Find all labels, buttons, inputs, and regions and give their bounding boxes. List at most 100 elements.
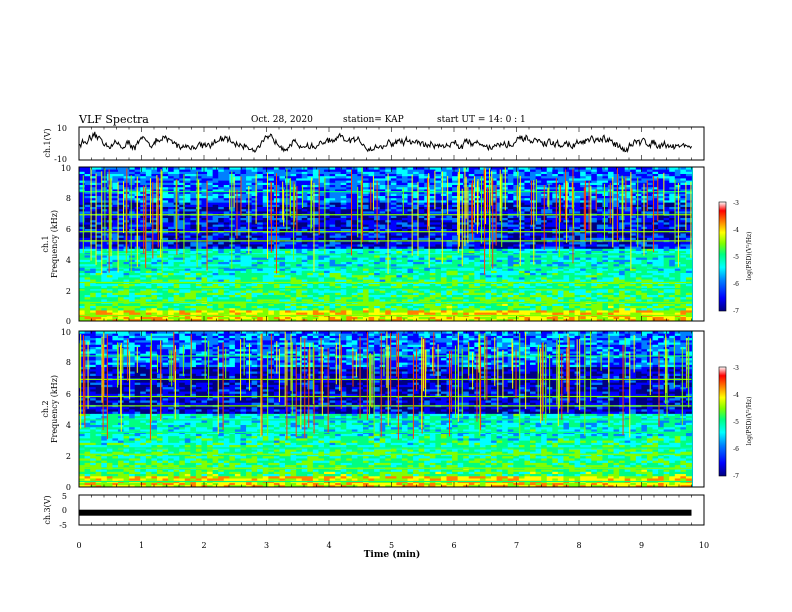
heatmap-cell [413, 290, 420, 293]
heatmap-cell [329, 303, 336, 306]
heatmap-cell [624, 312, 631, 315]
heatmap-cell [379, 316, 386, 320]
heatmap-cell [129, 312, 136, 315]
heatmap-cell [563, 283, 570, 287]
heatmap-cell [596, 310, 603, 313]
heatmap-cell [463, 272, 470, 276]
heatmap-cell [491, 283, 498, 287]
heatmap-cell [429, 299, 436, 302]
heatmap-cell [619, 290, 626, 293]
heatmap-cell [530, 296, 536, 300]
heatmap-cell [607, 288, 614, 291]
heatmap-cell [491, 305, 498, 309]
heatmap-cell [201, 305, 208, 309]
heatmap-cell [279, 279, 286, 282]
heatmap-cell [557, 292, 564, 295]
heatmap-cell [290, 318, 297, 322]
heatmap-cell [368, 270, 375, 273]
heatmap-cell [463, 310, 470, 313]
heatmap-cell [362, 303, 369, 306]
heatmap-cell [446, 272, 453, 276]
heatmap-cell [507, 274, 514, 278]
heatmap-cell [574, 288, 581, 291]
heatmap-cell [680, 288, 687, 291]
heatmap-cell [212, 310, 219, 313]
heatmap-cell [335, 318, 342, 322]
heatmap-cell [307, 257, 314, 260]
heatmap-cell [685, 263, 692, 267]
heatmap-cell [329, 294, 336, 298]
heatmap-cell [329, 259, 336, 262]
heatmap-cell [669, 290, 676, 293]
heatmap-cell [168, 285, 175, 289]
heatmap-cell [301, 290, 308, 293]
heatmap-cell [179, 285, 186, 289]
heatmap-cell [585, 316, 592, 320]
heatmap-cell [435, 259, 442, 262]
heatmap-cell [468, 272, 475, 276]
heatmap-cell [507, 292, 514, 295]
heatmap-cell [346, 310, 353, 313]
heatmap-cell [552, 288, 559, 291]
heatmap-cell [602, 296, 609, 300]
heatmap-cell [218, 296, 225, 300]
heatmap-cell [446, 274, 453, 278]
heatmap-cell [641, 259, 648, 262]
heatmap-cell [117, 268, 124, 271]
heatmap-cell [641, 299, 648, 302]
heatmap-cell [524, 310, 531, 313]
heatmap-cell [301, 272, 308, 276]
heatmap-cell [195, 285, 202, 289]
heatmap-cell [346, 285, 353, 289]
heatmap-cell [251, 290, 258, 293]
heatmap-cell [585, 312, 592, 315]
heatmap-cell [318, 261, 325, 265]
heatmap-cell [184, 285, 191, 289]
heatmap-cell [507, 303, 514, 306]
heatmap-cell [129, 250, 136, 254]
heatmap-cell [218, 277, 225, 280]
heatmap-cell [502, 288, 509, 291]
heatmap-cell [318, 305, 325, 309]
heatmap-cell [646, 285, 653, 289]
heatmap-cell [658, 310, 665, 313]
heatmap-cell [496, 288, 503, 291]
heatmap-cell [285, 312, 291, 315]
heatmap-cell [452, 318, 459, 322]
heatmap-cell [229, 272, 236, 276]
heatmap-cell [79, 274, 85, 278]
heatmap-cell [140, 288, 147, 291]
heatmap-cell [268, 312, 275, 315]
heatmap-cell [463, 305, 470, 309]
heatmap-cell [184, 268, 191, 271]
heatmap-cell [268, 257, 275, 260]
heatmap-cell [524, 259, 531, 262]
heatmap-cell [429, 296, 436, 300]
heatmap-cell [619, 288, 626, 291]
heatmap-cell [123, 307, 130, 311]
heatmap-cell [646, 279, 653, 282]
heatmap-cell [424, 259, 431, 262]
heatmap-cell [596, 296, 603, 300]
heatmap-cell [496, 261, 503, 265]
heatmap-cell [184, 303, 191, 306]
heatmap-cell [413, 279, 420, 282]
heatmap-cell [379, 261, 386, 265]
heatmap-cell [479, 279, 486, 282]
heatmap-cell [396, 272, 403, 276]
heatmap-cell [580, 288, 587, 291]
heatmap-cell [524, 263, 531, 267]
heatmap-cell [195, 259, 202, 262]
heatmap-cell [596, 283, 603, 287]
heatmap-cell [184, 279, 191, 282]
heatmap-cell [190, 270, 197, 273]
heatmap-cell [646, 303, 653, 306]
heatmap-cell [591, 263, 598, 267]
heatmap-cell [201, 307, 208, 311]
heatmap-cell [468, 274, 475, 278]
heatmap-cell [312, 252, 319, 256]
heatmap-cell [324, 272, 330, 276]
heatmap-cell [424, 263, 431, 267]
heatmap-cell [324, 290, 330, 293]
heatmap-cell [674, 268, 681, 271]
